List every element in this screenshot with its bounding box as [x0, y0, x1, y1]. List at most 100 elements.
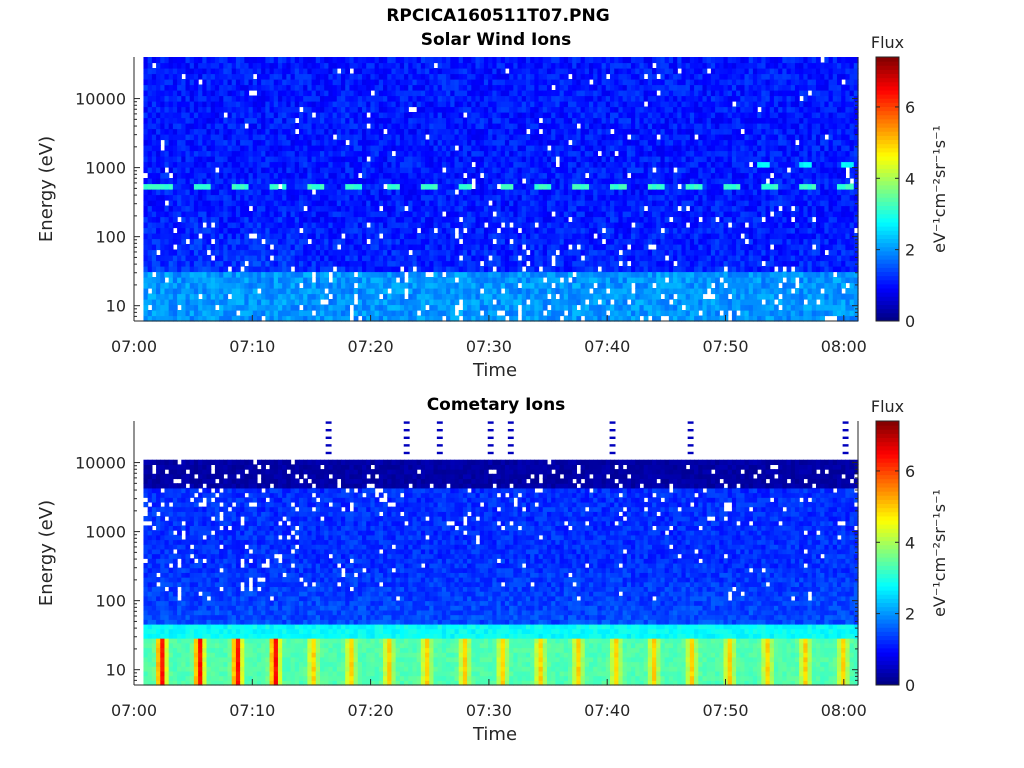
flux-cell — [399, 183, 405, 190]
flux-cell — [151, 205, 157, 212]
flux-cell — [185, 244, 191, 251]
flux-cell — [303, 62, 308, 69]
flux-cell — [349, 57, 355, 64]
flux-cell — [235, 178, 241, 185]
flux-cell — [525, 183, 531, 190]
flux-cell — [290, 139, 296, 146]
flux-cell — [467, 150, 472, 157]
flux-cell — [328, 57, 334, 64]
flux-cell — [177, 145, 182, 152]
flux-cell — [298, 128, 304, 135]
flux-cell — [223, 222, 229, 229]
flux-cell — [307, 227, 313, 234]
flux-cell — [383, 233, 388, 240]
flux-cell — [509, 189, 514, 196]
flux-cell — [202, 178, 208, 185]
flux-cell — [202, 315, 208, 322]
flux-cell — [181, 293, 187, 300]
flux-cell — [408, 183, 414, 190]
flux-cell — [471, 244, 477, 251]
flux-cell — [488, 150, 493, 157]
flux-cell — [450, 101, 456, 108]
flux-cell — [290, 79, 296, 86]
flux-cell — [282, 112, 287, 119]
flux-cell — [408, 128, 414, 135]
flux-cell — [450, 68, 456, 75]
flux-cell — [286, 123, 292, 130]
flux-cell — [391, 172, 397, 179]
flux-cell — [362, 310, 367, 317]
flux-cell — [509, 117, 514, 124]
flux-cell — [509, 288, 514, 295]
flux-cell — [450, 183, 456, 190]
flux-cell — [341, 150, 346, 157]
flux-cell — [534, 167, 540, 174]
flux-cell — [563, 134, 569, 141]
flux-cell — [235, 282, 241, 289]
flux-cell — [525, 233, 531, 240]
flux-cell — [214, 145, 220, 152]
flux-cell — [349, 216, 355, 223]
flux-cell — [488, 178, 493, 185]
flux-cell — [303, 73, 308, 80]
flux-cell — [597, 200, 603, 207]
flux-cell — [240, 145, 245, 152]
flux-cell — [454, 299, 460, 306]
flux-cell — [147, 194, 153, 201]
flux-cell — [206, 227, 212, 234]
flux-cell — [206, 216, 212, 223]
flux-cell — [147, 68, 153, 75]
flux-cell — [223, 145, 229, 152]
flux-cell — [399, 277, 405, 284]
flux-cell — [341, 288, 346, 295]
flux-cell — [156, 62, 161, 69]
flux-cell — [324, 84, 329, 91]
flux-cell — [151, 112, 157, 119]
flux-cell — [551, 304, 556, 311]
flux-cell — [492, 84, 498, 91]
flux-cell — [151, 178, 157, 185]
flux-cell — [214, 112, 220, 119]
flux-cell — [193, 106, 199, 113]
flux-cell — [345, 156, 351, 163]
flux-cell — [378, 112, 384, 119]
flux-cell — [143, 156, 149, 163]
flux-cell — [341, 161, 346, 168]
flux-cell — [504, 282, 510, 289]
flux-cell — [441, 233, 447, 240]
flux-cell — [542, 238, 548, 245]
flux-cell — [256, 134, 262, 141]
flux-cell — [395, 73, 401, 80]
flux-cell — [353, 227, 359, 234]
flux-cell — [298, 288, 304, 295]
flux-cell — [450, 123, 456, 130]
flux-cell — [336, 233, 342, 240]
flux-cell — [345, 84, 351, 91]
flux-cell — [450, 62, 456, 69]
flux-cell — [290, 200, 296, 207]
flux-cell — [504, 238, 510, 245]
flux-cell — [286, 249, 292, 256]
flux-cell — [231, 95, 237, 102]
flux-cell — [324, 238, 329, 245]
flux-cell — [341, 205, 346, 212]
flux-cell — [370, 167, 376, 174]
flux-cell — [353, 73, 359, 80]
flux-cell — [593, 222, 598, 229]
flux-cell — [357, 189, 363, 196]
flux-cell — [387, 183, 393, 190]
flux-cell — [546, 101, 552, 108]
flux-cell — [345, 90, 351, 97]
flux-cell — [387, 134, 393, 141]
flux-cell — [341, 101, 346, 108]
flux-cell — [177, 178, 182, 185]
flux-cell — [332, 310, 338, 317]
flux-cell — [496, 101, 502, 108]
flux-cell — [555, 183, 561, 190]
flux-cell — [500, 112, 506, 119]
flux-cell — [504, 304, 510, 311]
flux-cell — [479, 134, 485, 141]
flux-cell — [580, 128, 586, 135]
flux-cell — [181, 288, 187, 295]
flux-cell — [412, 101, 418, 108]
